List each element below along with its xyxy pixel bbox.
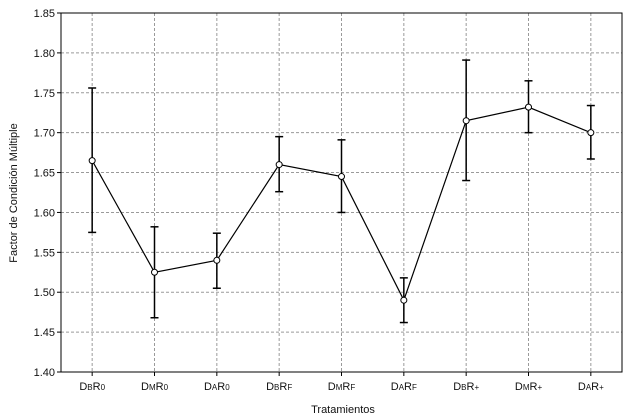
x-tick-label-part: D: [79, 381, 87, 393]
x-tick-label-part: D: [266, 381, 274, 393]
x-tick-label: DBRF: [266, 381, 292, 393]
data-points: [88, 103, 595, 304]
x-tick-label-part: +: [474, 383, 479, 392]
x-tick-label-part: M: [336, 383, 343, 392]
y-tick-label: 1.70: [34, 128, 55, 140]
x-tick-label: DMRF: [328, 381, 356, 393]
y-axis-title: Factor de Condición Múltiple: [8, 123, 20, 262]
x-tick-label-part: R: [156, 381, 164, 393]
x-tick-label-part: A: [586, 383, 592, 392]
plot-frame: [60, 12, 623, 373]
x-tick-label-part: R: [467, 381, 475, 393]
y-tick-label: 1.65: [34, 168, 55, 180]
axes: [57, 12, 623, 376]
data-point: [400, 296, 408, 304]
data-point: [213, 256, 221, 264]
x-tick-label-part: R: [217, 381, 225, 393]
x-tick-label-part: +: [537, 383, 542, 392]
x-tick-label-part: D: [141, 381, 149, 393]
x-tick-label-part: R: [93, 381, 101, 393]
x-tick-label-part: F: [412, 383, 417, 392]
x-tick-label-part: F: [350, 383, 355, 392]
x-tick-label: DAR0: [204, 381, 230, 393]
data-point: [462, 117, 470, 125]
x-tick-label-part: B: [274, 383, 279, 392]
data-point: [525, 103, 532, 111]
data-point: [275, 161, 283, 169]
data-point: [151, 268, 158, 276]
y-tick-label: 1.80: [34, 48, 55, 60]
x-tick-label-part: R: [342, 381, 350, 393]
x-tick-label-part: 0: [164, 383, 169, 392]
x-tick-label-part: R: [591, 381, 599, 393]
x-tick-label: DBR0: [79, 381, 105, 393]
x-tick-label-part: D: [391, 381, 399, 393]
x-tick-label-part: B: [461, 383, 466, 392]
x-tick-label-part: D: [515, 381, 523, 393]
y-tick-label: 1.75: [34, 88, 55, 100]
x-tick-label-part: +: [599, 383, 604, 392]
x-tick-label: DBR+: [453, 381, 479, 393]
x-tick-label-part: M: [149, 383, 156, 392]
x-tick-label: DMR0: [141, 381, 169, 393]
y-tick-label: 1.40: [34, 367, 55, 379]
x-tick-label-part: D: [328, 381, 336, 393]
x-tick-label-part: A: [212, 383, 218, 392]
x-tick-label-part: R: [404, 381, 412, 393]
x-tick-label-part: M: [523, 383, 530, 392]
y-tick-labels: 1.40 1.45 1.50 1.55 1.60 1.65 1.70 1.75 1.80 1.85: [34, 8, 55, 379]
x-tick-label: DARF: [391, 381, 417, 393]
x-tick-label-part: 0: [225, 383, 230, 392]
x-tick-label-part: D: [204, 381, 212, 393]
x-tick-labels: DBR0 DMR0 DAR0 DBRF DMRF DARF DBR+ DMR+ DAR+: [79, 381, 604, 393]
x-tick-label-part: D: [453, 381, 461, 393]
data-point: [88, 157, 96, 165]
x-tick-label: DAR+: [578, 381, 604, 393]
y-tick-label: 1.60: [34, 207, 55, 219]
x-tick-label-part: A: [399, 383, 405, 392]
x-tick-label-part: R: [279, 381, 287, 393]
data-point: [587, 129, 595, 137]
y-tick-label: 1.45: [34, 327, 55, 339]
x-axis-title: Tratamientos: [311, 404, 375, 416]
x-tick-label-part: 0: [101, 383, 106, 392]
x-tick-label-part: D: [578, 381, 586, 393]
y-tick-label: 1.55: [34, 247, 55, 259]
x-tick-label-part: F: [287, 383, 292, 392]
y-tick-label: 1.85: [34, 8, 55, 20]
x-tick-label-part: R: [530, 381, 538, 393]
y-tick-label: 1.50: [34, 287, 55, 299]
data-point: [338, 173, 345, 181]
x-tick-label-part: B: [87, 383, 92, 392]
x-tick-label: DMR+: [515, 381, 543, 393]
